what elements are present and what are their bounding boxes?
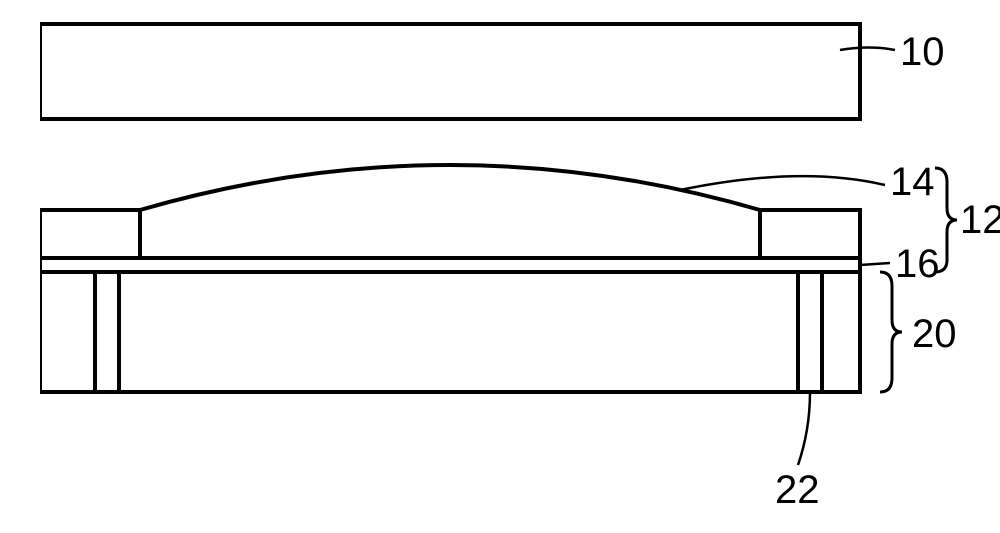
layer-16 [40, 258, 860, 272]
leader-16 [860, 263, 890, 265]
layer-10 [40, 24, 860, 119]
layer-20 [40, 272, 860, 392]
diagram-svg [40, 20, 960, 510]
leader-22 [798, 392, 810, 465]
layer-14-left-block [40, 210, 140, 258]
label-12: 12 [960, 198, 1000, 243]
label-10: 10 [900, 30, 945, 75]
label-16: 16 [895, 242, 940, 287]
layer-14-right-block [760, 210, 860, 258]
leader-10 [840, 48, 895, 51]
label-20: 20 [912, 312, 957, 357]
technical-diagram: 10 14 12 16 20 22 [40, 20, 960, 510]
leader-14 [680, 176, 885, 190]
bracket-20 [880, 272, 902, 392]
layer-14-arc [140, 165, 760, 210]
label-22: 22 [775, 468, 820, 513]
label-14: 14 [890, 160, 935, 205]
